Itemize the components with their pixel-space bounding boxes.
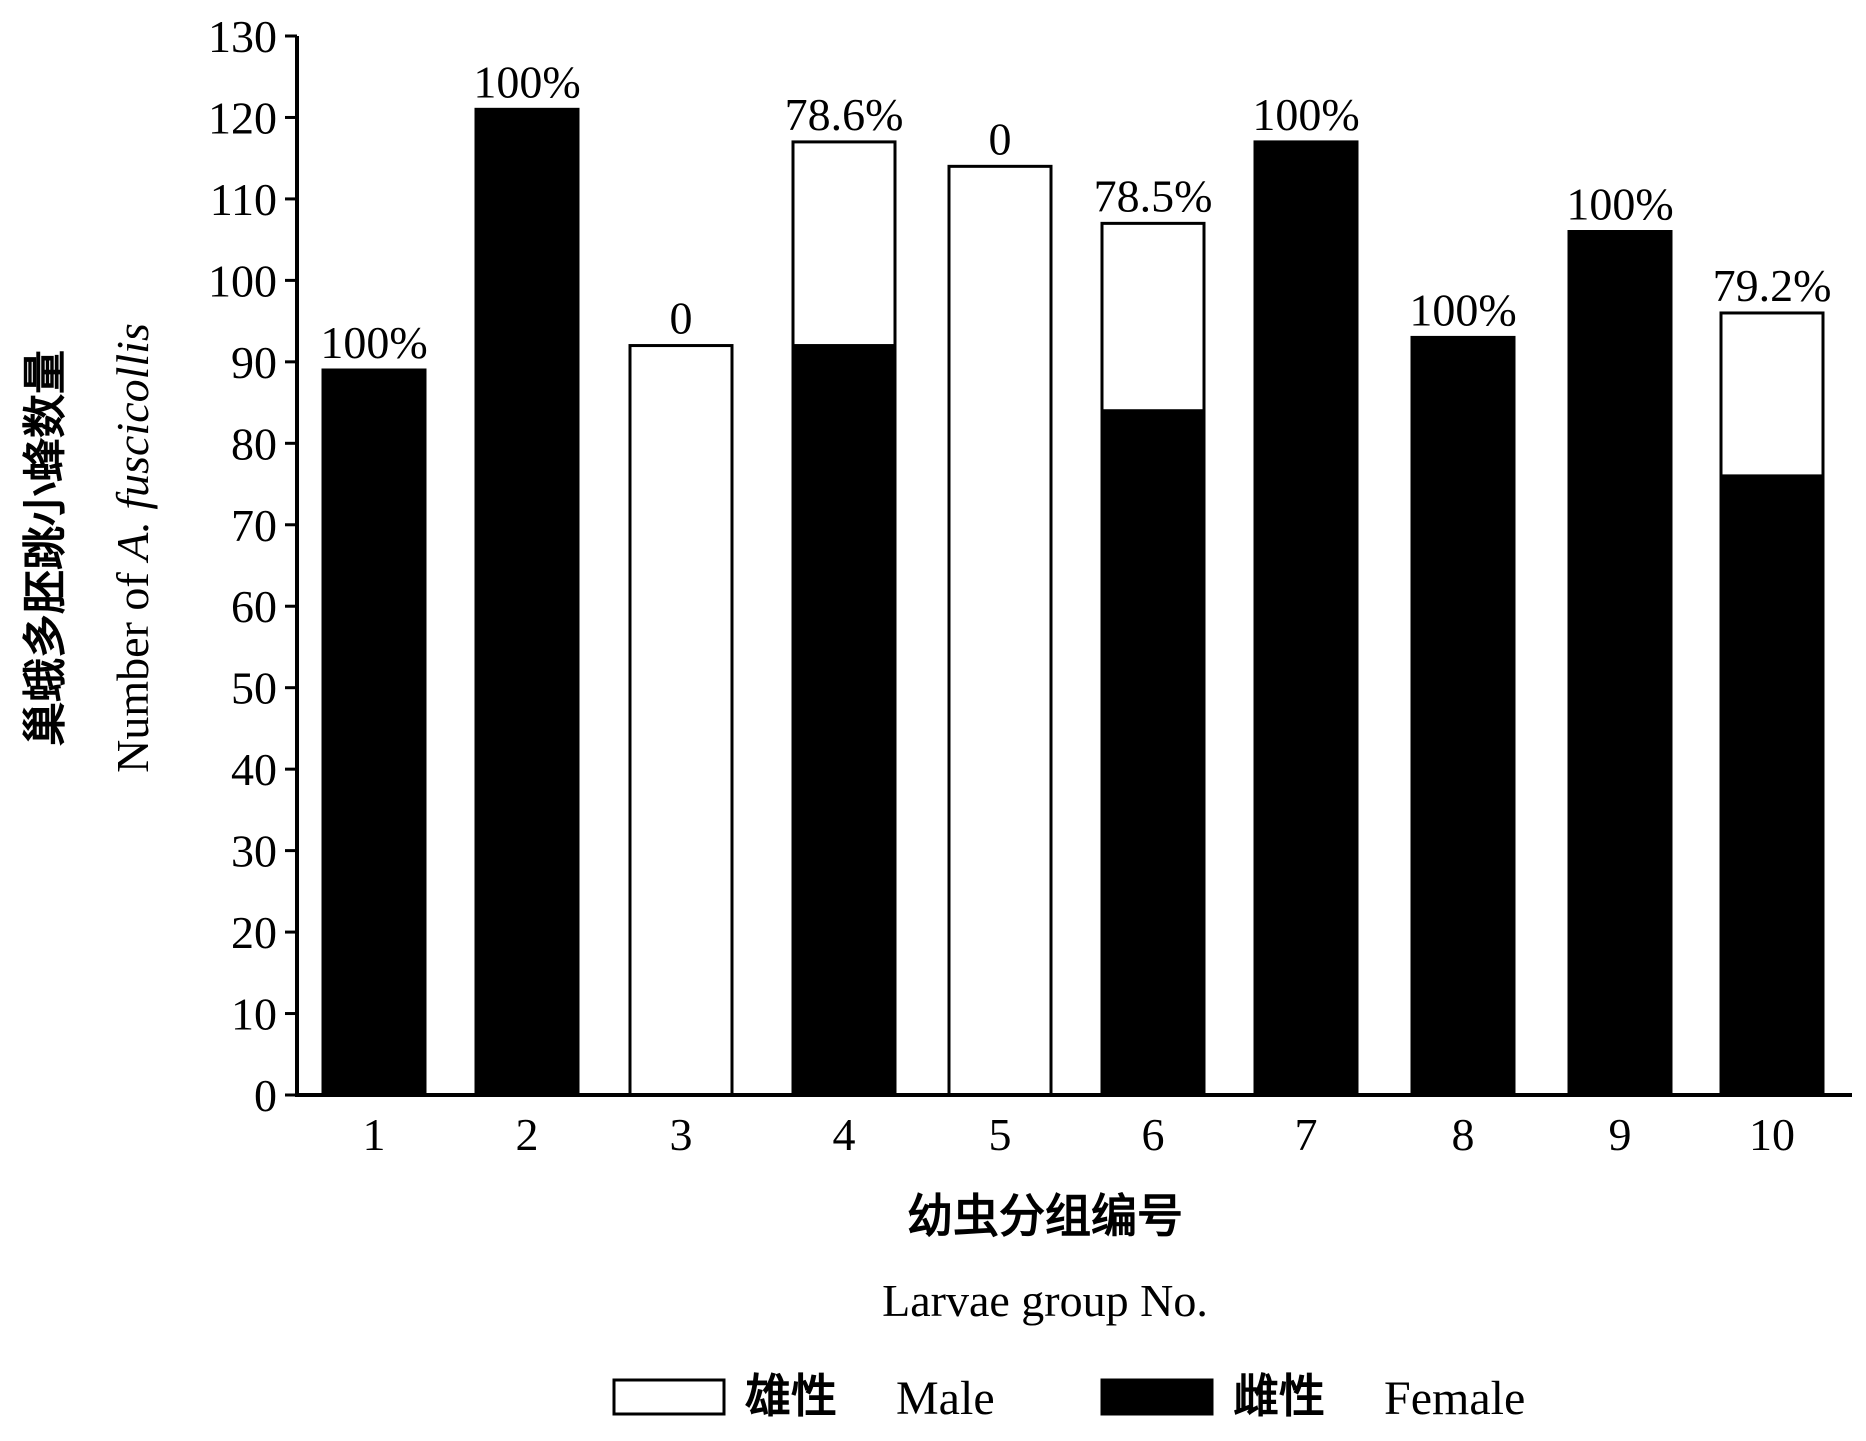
- x-axis-ticks: 1 2 3 4 5 6 7 8 9 10: [363, 1109, 1796, 1160]
- y-axis-title-en: Number of A. fuscicollis: [107, 323, 158, 773]
- bar-female-7: [1253, 140, 1359, 1097]
- y-axis-ticks: 0 10 20 30 40 50 60 70 80 90 100 110 120 130: [208, 11, 297, 1121]
- bar-value-labels: 100% 100% 0 78.6% 0 78.5% 100% 100% 100% 79.2%: [320, 56, 1831, 368]
- y-tick-label: 10: [231, 989, 277, 1040]
- bar-value-label: 100%: [1566, 179, 1673, 230]
- y-tick-label: 20: [231, 907, 277, 958]
- y-tick-label: 40: [231, 744, 277, 795]
- y-tick-label: 50: [231, 663, 277, 714]
- y-tick-label: 80: [231, 418, 277, 469]
- bar-male-6: [1100, 221, 1206, 413]
- legend-label-female-en: Female: [1384, 1372, 1525, 1425]
- y-tick-label: 60: [231, 581, 277, 632]
- bar-male-10: [1719, 311, 1825, 478]
- bar-value-label: 78.5%: [1094, 170, 1213, 221]
- bars-group: [321, 107, 1825, 1097]
- y-tick-label: 70: [231, 500, 277, 551]
- bar-male-3: [628, 344, 734, 1097]
- x-axis-title-en: Larvae group No.: [882, 1275, 1208, 1326]
- bar-female-8: [1410, 335, 1516, 1097]
- y-tick-label: 90: [231, 337, 277, 388]
- x-tick-label: 5: [989, 1109, 1012, 1160]
- bar-male-5: [947, 164, 1053, 1097]
- bar-female-2: [474, 107, 580, 1097]
- legend-swatch-female: [1100, 1378, 1214, 1416]
- bar-male-4: [791, 140, 897, 348]
- legend-label-male-zh: 雄性: [745, 1369, 837, 1423]
- y-tick-label: 0: [254, 1070, 277, 1121]
- x-tick-label: 4: [833, 1109, 856, 1160]
- bar-value-label: 100%: [320, 317, 427, 368]
- y-tick-label: 130: [208, 11, 277, 62]
- y-tick-label: 30: [231, 826, 277, 877]
- bar-female-10: [1719, 474, 1825, 1097]
- legend-label-female-zh: 雌性: [1233, 1369, 1325, 1423]
- x-axis-title-zh: 幼虫分组编号: [907, 1189, 1183, 1243]
- x-tick-label: 7: [1295, 1109, 1318, 1160]
- y-tick-label: 120: [208, 92, 277, 143]
- legend-label-male-en: Male: [896, 1372, 995, 1425]
- bar-value-label: 100%: [1252, 89, 1359, 140]
- bar-value-label: 100%: [473, 56, 580, 107]
- x-tick-label: 10: [1749, 1109, 1795, 1160]
- bar-value-label: 0: [670, 293, 693, 344]
- bar-female-1: [321, 368, 427, 1097]
- x-tick-label: 6: [1142, 1109, 1165, 1160]
- y-tick-label: 100: [208, 255, 277, 306]
- bar-female-9: [1567, 230, 1673, 1097]
- x-tick-label: 9: [1609, 1109, 1632, 1160]
- bar-value-label: 0: [989, 113, 1012, 164]
- x-tick-label: 3: [670, 1109, 693, 1160]
- bar-value-label: 78.6%: [785, 89, 904, 140]
- y-axis-title-en-italic: A. fuscicollis: [107, 323, 158, 564]
- x-tick-label: 2: [516, 1109, 539, 1160]
- bar-female-4: [791, 344, 897, 1097]
- legend: 雄性 Male 雌性 Female: [612, 1369, 1525, 1425]
- bar-value-label: 79.2%: [1713, 260, 1832, 311]
- bar-value-label: 100%: [1409, 284, 1516, 335]
- x-tick-label: 8: [1452, 1109, 1475, 1160]
- y-tick-label: 110: [210, 174, 277, 225]
- bar-female-6: [1100, 409, 1206, 1097]
- legend-swatch-male: [612, 1378, 726, 1416]
- y-axis-title-en-plain: Number of: [107, 561, 158, 773]
- y-axis-title-zh: 巢蛾多胚跳小蜂数量: [20, 350, 71, 746]
- x-tick-label: 1: [363, 1109, 386, 1160]
